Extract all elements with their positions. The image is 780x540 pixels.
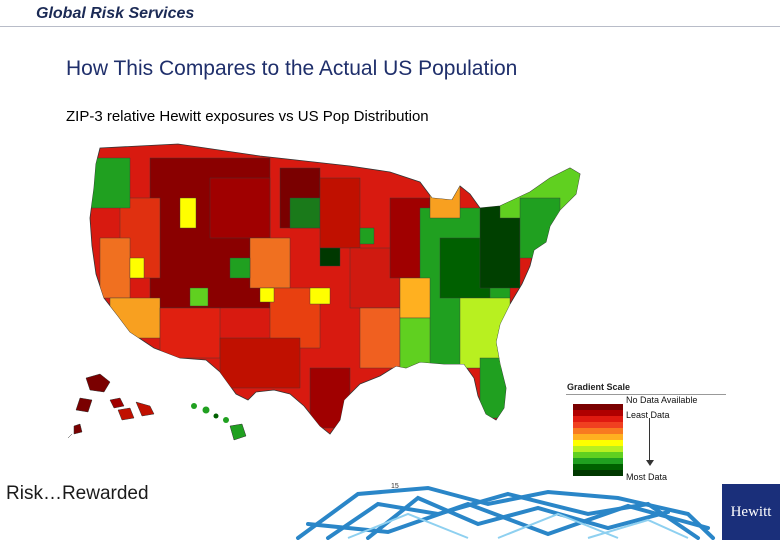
gradient-legend: Gradient Scale No Data Available Least D…: [566, 382, 728, 482]
hewitt-logo: Hewitt: [722, 484, 780, 540]
map-subtitle: ZIP-3 relative Hewitt exposures vs US Po…: [66, 108, 429, 125]
legend-arrow-line: [649, 418, 650, 462]
legend-divider: [566, 394, 726, 395]
legend-least-label: Least Data: [626, 410, 670, 420]
header-divider: [0, 26, 780, 27]
us-zip3-map: [60, 138, 600, 488]
hawaii-shape: [191, 403, 247, 441]
legend-arrow-head: [646, 460, 654, 466]
page-number: 15: [391, 483, 399, 490]
legend-swatch: [573, 404, 623, 410]
legend-swatch: [573, 434, 623, 440]
legend-swatch: [573, 458, 623, 464]
legend-swatch: [573, 446, 623, 452]
slide-title: How This Compares to the Actual US Popul…: [66, 57, 518, 80]
legend-most-label: Most Data: [626, 472, 668, 482]
legend-title: Gradient Scale: [567, 382, 631, 392]
legend-swatch: [573, 416, 623, 422]
legend-swatch: [573, 470, 623, 476]
legend-no-data-label: No Data Available: [626, 395, 698, 405]
alaska-shape: [67, 373, 155, 439]
footer-tagline: Risk…Rewarded: [6, 483, 149, 504]
legend-swatch: [573, 452, 623, 458]
us-map-graphic: [67, 143, 581, 441]
legend-swatch: [573, 410, 623, 416]
footer-dome-graphic: [296, 485, 715, 540]
legend-swatch: [573, 440, 623, 446]
legend-swatch: [573, 464, 623, 470]
legend-swatch: [573, 428, 623, 434]
header-title: Global Risk Services: [36, 5, 195, 22]
legend-swatch: [573, 422, 623, 428]
